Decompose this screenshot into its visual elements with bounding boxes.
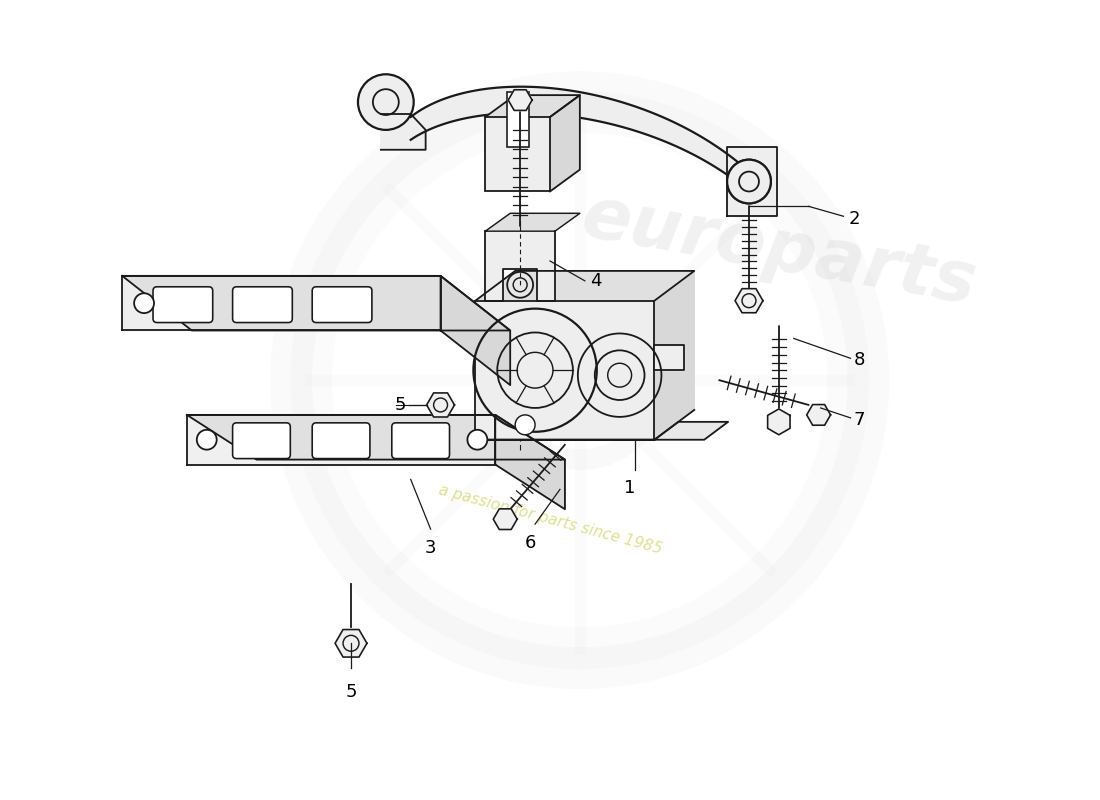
Polygon shape	[485, 214, 580, 231]
Polygon shape	[806, 405, 830, 426]
Bar	[485, 117, 550, 191]
Polygon shape	[735, 289, 763, 313]
Polygon shape	[122, 276, 441, 330]
Polygon shape	[475, 422, 728, 440]
Polygon shape	[495, 415, 565, 510]
Polygon shape	[381, 114, 426, 150]
Polygon shape	[485, 95, 580, 117]
Polygon shape	[485, 231, 556, 301]
Text: a passion for parts since 1985: a passion for parts since 1985	[437, 482, 663, 556]
FancyBboxPatch shape	[232, 286, 293, 322]
Polygon shape	[550, 95, 580, 191]
Polygon shape	[410, 86, 749, 191]
Text: europarts: europarts	[576, 182, 981, 320]
FancyBboxPatch shape	[312, 286, 372, 322]
Text: 5: 5	[394, 396, 406, 414]
Polygon shape	[427, 393, 454, 417]
Polygon shape	[508, 90, 532, 110]
Circle shape	[468, 430, 487, 450]
Polygon shape	[475, 271, 694, 301]
Polygon shape	[654, 346, 684, 370]
FancyBboxPatch shape	[153, 286, 212, 322]
Circle shape	[515, 415, 535, 434]
Circle shape	[358, 74, 414, 130]
Polygon shape	[654, 271, 694, 440]
Text: 7: 7	[854, 411, 865, 429]
Text: 6: 6	[525, 534, 536, 552]
Text: 8: 8	[854, 351, 865, 370]
Polygon shape	[336, 630, 367, 657]
Circle shape	[727, 160, 771, 203]
Polygon shape	[122, 276, 510, 330]
Bar	[507, 92, 529, 146]
Polygon shape	[441, 276, 510, 385]
FancyBboxPatch shape	[232, 423, 290, 458]
Text: 4: 4	[590, 272, 602, 290]
Circle shape	[197, 430, 217, 450]
Text: 2: 2	[848, 210, 860, 228]
Text: 3: 3	[425, 539, 437, 557]
Circle shape	[727, 160, 771, 203]
FancyBboxPatch shape	[392, 423, 450, 458]
Polygon shape	[187, 415, 495, 465]
Bar	[475, 301, 654, 440]
Circle shape	[134, 294, 154, 313]
Polygon shape	[727, 146, 777, 216]
Text: 1: 1	[624, 479, 636, 498]
Text: 5: 5	[345, 683, 356, 701]
Circle shape	[507, 272, 534, 298]
Polygon shape	[187, 415, 565, 459]
FancyBboxPatch shape	[312, 423, 370, 458]
Polygon shape	[768, 409, 790, 434]
Polygon shape	[493, 509, 517, 530]
